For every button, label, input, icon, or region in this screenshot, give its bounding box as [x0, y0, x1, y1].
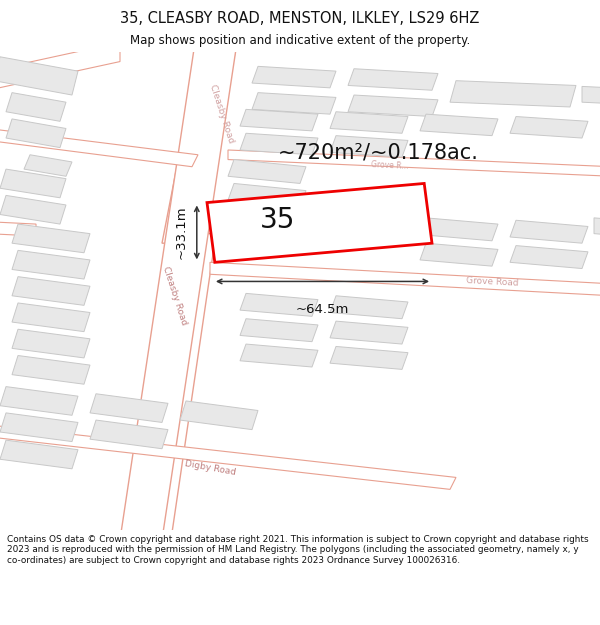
Text: ~720m²/~0.178ac.: ~720m²/~0.178ac.	[278, 142, 478, 162]
Polygon shape	[12, 277, 90, 306]
Text: ~33.1m: ~33.1m	[175, 206, 188, 259]
Text: Map shows position and indicative extent of the property.: Map shows position and indicative extent…	[130, 34, 470, 47]
Text: Digby Road: Digby Road	[184, 459, 236, 477]
Polygon shape	[6, 92, 66, 121]
Polygon shape	[207, 184, 432, 262]
Polygon shape	[510, 116, 588, 138]
Polygon shape	[0, 387, 78, 415]
Polygon shape	[252, 92, 336, 114]
Polygon shape	[228, 184, 306, 208]
Polygon shape	[420, 243, 498, 266]
Text: Contains OS data © Crown copyright and database right 2021. This information is : Contains OS data © Crown copyright and d…	[7, 535, 589, 564]
Polygon shape	[240, 344, 318, 367]
Polygon shape	[228, 150, 600, 176]
Polygon shape	[180, 401, 258, 429]
Polygon shape	[0, 222, 36, 236]
Polygon shape	[210, 262, 600, 296]
Polygon shape	[120, 42, 237, 539]
Polygon shape	[240, 109, 318, 131]
Text: 35, CLEASBY ROAD, MENSTON, ILKLEY, LS29 6HZ: 35, CLEASBY ROAD, MENSTON, ILKLEY, LS29 …	[121, 11, 479, 26]
Polygon shape	[240, 293, 318, 316]
Polygon shape	[240, 319, 318, 342]
Polygon shape	[0, 440, 78, 469]
Polygon shape	[162, 42, 237, 243]
Polygon shape	[252, 66, 336, 88]
Polygon shape	[330, 136, 408, 157]
Polygon shape	[240, 133, 318, 155]
Text: 35: 35	[260, 206, 295, 234]
Text: Cleasby Road: Cleasby Road	[161, 265, 189, 326]
Polygon shape	[348, 69, 438, 90]
Text: Cleasby Road: Cleasby Road	[208, 84, 236, 144]
Polygon shape	[228, 208, 306, 231]
Polygon shape	[0, 169, 66, 198]
Polygon shape	[135, 234, 216, 539]
Polygon shape	[594, 218, 600, 235]
Polygon shape	[330, 346, 408, 369]
Polygon shape	[330, 321, 408, 344]
Polygon shape	[510, 220, 588, 243]
Polygon shape	[450, 81, 576, 107]
Polygon shape	[90, 420, 168, 449]
Polygon shape	[12, 303, 90, 332]
Polygon shape	[90, 394, 168, 422]
Polygon shape	[6, 119, 66, 148]
Polygon shape	[0, 413, 78, 442]
Polygon shape	[0, 196, 66, 224]
Text: Grove R...: Grove R...	[371, 160, 409, 171]
Polygon shape	[330, 296, 408, 319]
Polygon shape	[348, 95, 438, 116]
Polygon shape	[420, 218, 498, 241]
Polygon shape	[12, 251, 90, 279]
Text: Grove Road: Grove Road	[466, 276, 518, 288]
Polygon shape	[12, 329, 90, 358]
Polygon shape	[420, 114, 498, 136]
Polygon shape	[0, 129, 198, 167]
Polygon shape	[24, 155, 72, 176]
Text: ~64.5m: ~64.5m	[296, 303, 349, 316]
Polygon shape	[330, 112, 408, 133]
Polygon shape	[228, 159, 306, 184]
Polygon shape	[510, 246, 588, 269]
Polygon shape	[0, 42, 120, 90]
Polygon shape	[582, 86, 600, 104]
Polygon shape	[0, 57, 78, 95]
Polygon shape	[12, 356, 90, 384]
Polygon shape	[12, 224, 90, 253]
Polygon shape	[0, 425, 456, 489]
